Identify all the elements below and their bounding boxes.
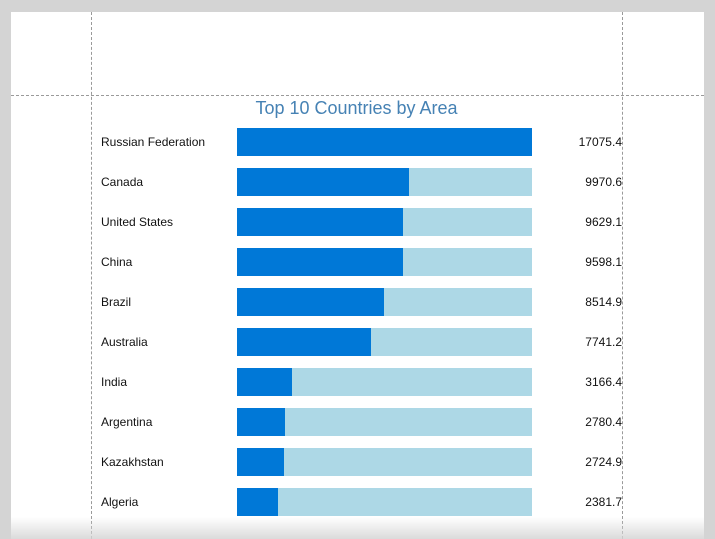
area-value: 2381.7 [585,495,622,509]
bar-row: China 9598.1 [92,248,622,288]
bar-track [237,488,532,516]
country-label: United States [101,215,174,229]
country-label: Algeria [101,495,139,509]
bar-row: Kazakhstan 2724.9 [92,448,622,488]
bar-fill [237,208,403,236]
country-label: Argentina [101,415,153,429]
bar-row: India 3166.4 [92,368,622,408]
bar-row: Russian Federation 17075.4 [92,128,622,168]
area-value: 9970.6 [585,175,622,189]
area-value: 8514.9 [585,295,622,309]
country-label: Australia [101,335,148,349]
area-value: 7741.2 [585,335,622,349]
bar-row: Brazil 8514.9 [92,288,622,328]
country-label: China [101,255,133,269]
bar-fill [237,248,403,276]
bar-list: Russian Federation 17075.4 Canada 9970.6 Uni… [92,128,622,528]
chart-title: Top 10 Countries by Area [255,98,458,118]
bar-track [237,408,532,436]
country-label: Brazil [101,295,132,309]
country-label: Kazakhstan [101,455,164,469]
bar-track [237,168,532,196]
report-page: Top 10 Countries by Area Russian Federat… [11,12,704,539]
country-label: India [101,375,128,389]
bar-fill [237,288,384,316]
bar-row: Canada 9970.6 [92,168,622,208]
bar-fill [237,128,532,156]
bar-fill [237,448,284,476]
bar-fill [237,368,292,396]
area-value: 2780.4 [585,415,622,429]
bar-track [237,248,532,276]
bar-fill [237,168,409,196]
country-label: Russian Federation [101,135,206,149]
bar-track [237,288,532,316]
area-value: 17075.4 [578,135,622,149]
left-margin-guide [91,12,92,539]
bar-fill [237,488,278,516]
area-value: 2724.9 [585,455,622,469]
bar-track [237,128,532,156]
bar-fill [237,408,285,436]
bar-row: United States 9629.1 [92,208,622,248]
bar-track [237,368,532,396]
band-separator-guide [11,95,704,96]
area-value: 9598.1 [585,255,622,269]
bar-row: Algeria 2381.7 [92,488,622,528]
area-value: 9629.1 [585,215,622,229]
bar-row: Australia 7741.2 [92,328,622,368]
bar-track [237,448,532,476]
bar-track [237,208,532,236]
bar-fill [237,328,371,356]
country-label: Canada [101,175,144,189]
right-margin-guide [622,12,623,539]
bar-row: Argentina 2780.4 [92,408,622,448]
bar-track [237,328,532,356]
area-value: 3166.4 [585,375,622,389]
